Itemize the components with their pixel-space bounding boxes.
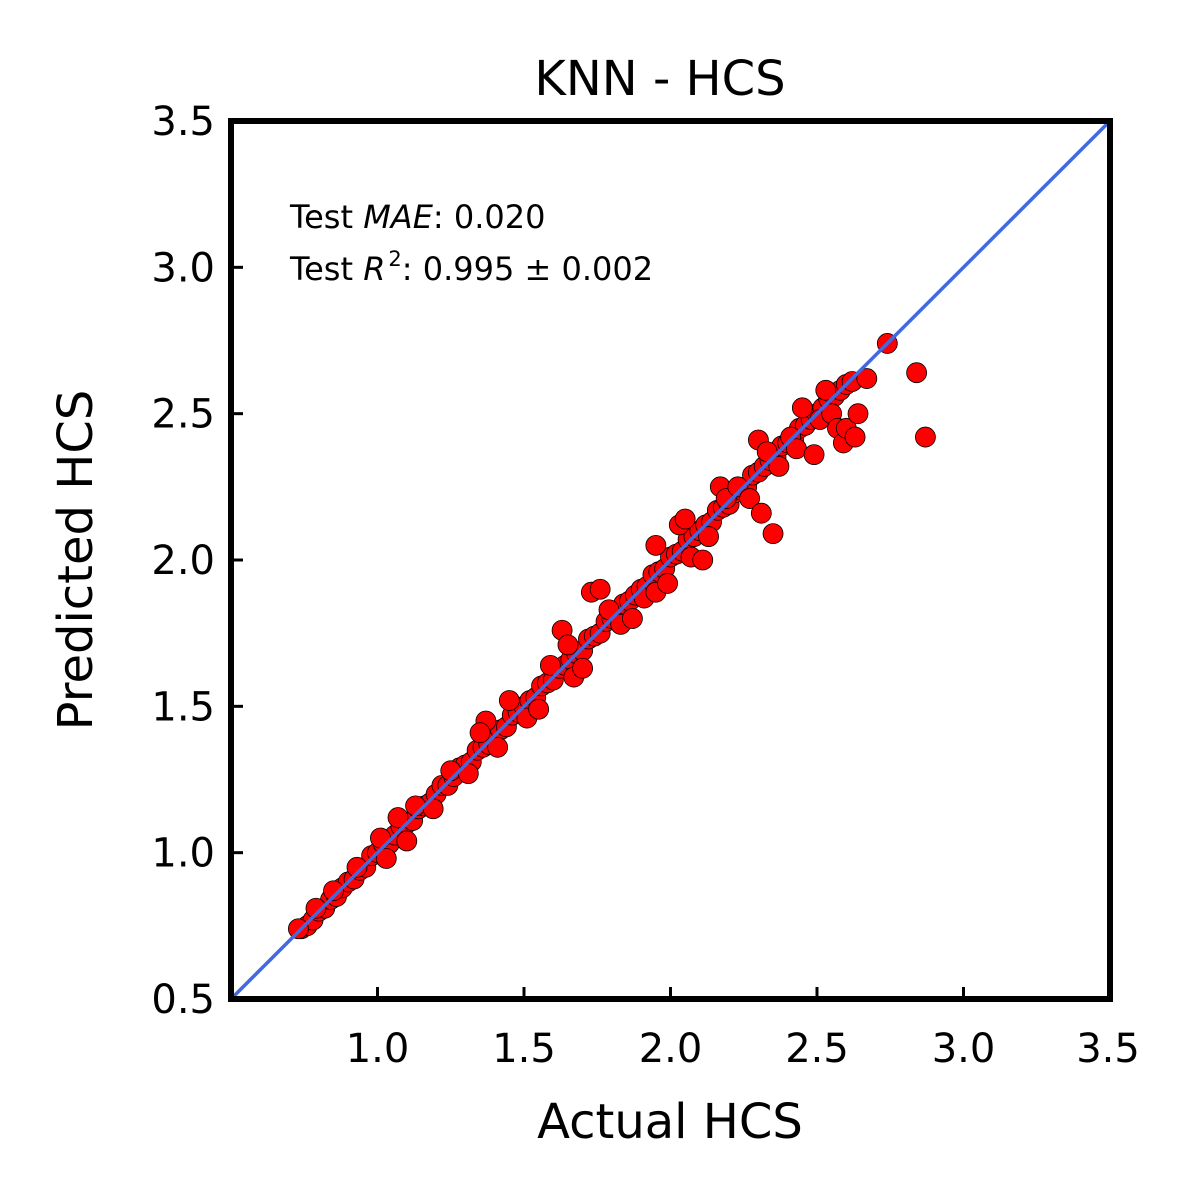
data-point	[572, 657, 593, 679]
data-point	[698, 526, 719, 547]
data-point	[305, 897, 327, 919]
data-point	[557, 634, 579, 656]
data-point	[323, 880, 344, 902]
r2-annotation: Test R 2: 0.995 ± 0.002	[289, 247, 653, 288]
data-point	[387, 807, 409, 828]
x-axis-label: Actual HCS	[537, 1094, 803, 1150]
data-point	[692, 549, 714, 571]
data-point	[498, 690, 520, 711]
y-tick-label: 2.0	[151, 538, 215, 584]
data-point	[750, 502, 772, 524]
r2-symbol: R	[363, 250, 385, 288]
data-point	[539, 654, 561, 676]
data-point	[287, 918, 309, 940]
data-point	[815, 379, 837, 401]
r2-prefix: Test	[289, 250, 363, 288]
mae-annotation: Test MAE: 0.020	[289, 198, 545, 236]
y-tick-label: 3.5	[151, 99, 215, 145]
data-point	[791, 397, 813, 419]
mae-value: : 0.020	[433, 198, 546, 236]
data-point	[762, 523, 784, 545]
data-point	[856, 368, 878, 389]
data-point	[674, 508, 696, 530]
data-point	[906, 362, 928, 384]
x-tick-label: 3.0	[932, 1026, 996, 1072]
data-point	[469, 722, 491, 744]
data-point	[622, 608, 643, 629]
y-tick-label: 2.5	[151, 392, 215, 438]
x-tick-label: 1.5	[492, 1026, 556, 1072]
data-point	[645, 534, 667, 556]
data-point	[589, 578, 611, 600]
data-point	[739, 488, 761, 509]
y-tick-label: 1.0	[151, 831, 215, 877]
data-point	[803, 444, 825, 466]
r2-value: : 0.995 ± 0.002	[402, 250, 653, 288]
mae-prefix: Test	[289, 198, 363, 236]
y-tick-label: 3.0	[151, 245, 215, 291]
mae-symbol: MAE	[363, 198, 434, 236]
data-point	[396, 830, 418, 852]
ticks-layer: 1.0 1.5 2.0 2.5 3.0 3.5 0.5 1.0 1.5 2.0 2.5 3.0 3.5	[151, 99, 1139, 1072]
data-point	[487, 736, 509, 758]
data-point	[657, 573, 678, 594]
chart-title: KNN - HCS	[534, 51, 785, 107]
data-point	[915, 426, 936, 448]
data-point	[847, 403, 869, 425]
data-point	[346, 856, 368, 878]
data-point	[844, 426, 866, 448]
x-tick-label: 2.0	[639, 1026, 703, 1072]
r2-exponent: 2	[388, 247, 401, 271]
data-point	[375, 848, 397, 869]
y-tick-label: 1.5	[151, 684, 215, 730]
y-axis-label: Predicted HCS	[48, 390, 104, 731]
data-point	[768, 455, 790, 477]
reference-line	[229, 119, 1112, 1001]
data-point	[528, 698, 550, 720]
y-tick-label: 0.5	[151, 977, 215, 1023]
x-tick-label: 2.5	[785, 1026, 849, 1072]
x-tick-label: 3.5	[1076, 1026, 1140, 1072]
x-tick-label: 1.0	[346, 1026, 410, 1072]
